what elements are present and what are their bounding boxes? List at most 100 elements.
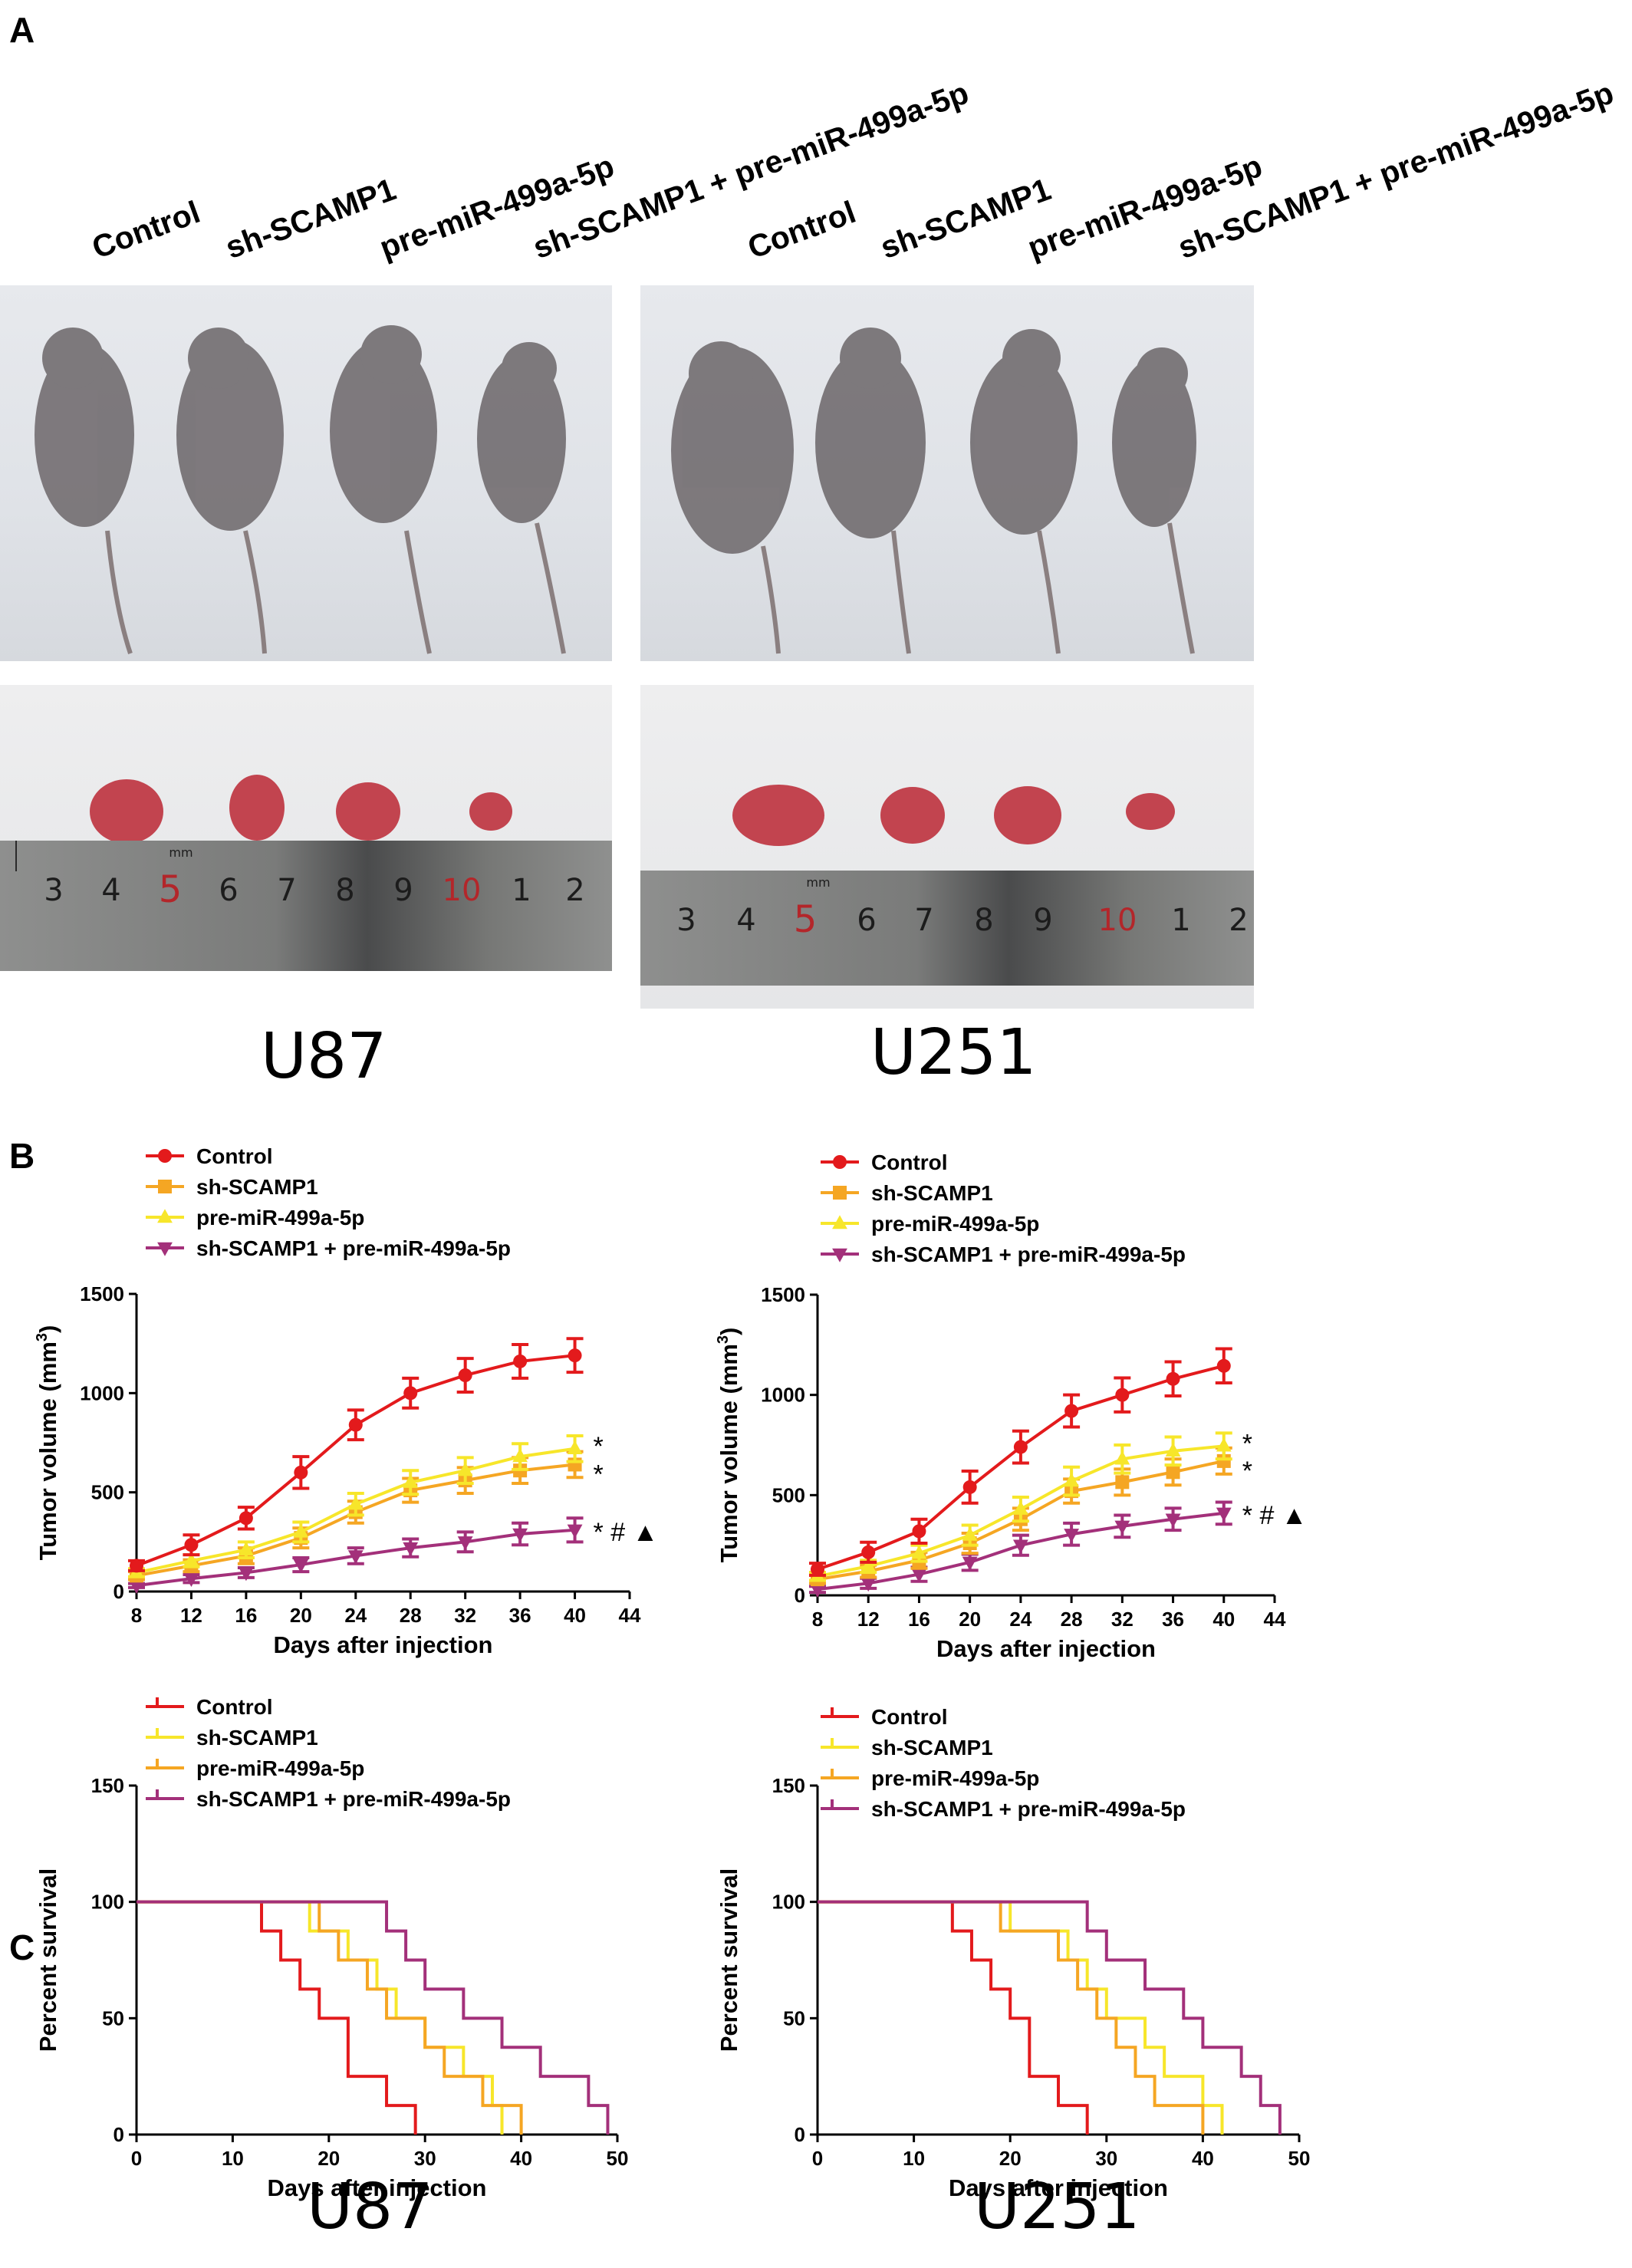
column-label-control-u251: Control xyxy=(742,193,860,266)
x-axis-title: Days after injection xyxy=(936,1635,1156,1662)
x-tick-label: 32 xyxy=(1111,1608,1134,1631)
ruler-number: 6 xyxy=(857,903,877,938)
cell-line-label-u87-a: U87 xyxy=(261,1020,387,1093)
data-point xyxy=(129,1580,144,1595)
data-point xyxy=(403,1473,419,1488)
x-tick-label: 12 xyxy=(180,1604,202,1627)
data-point xyxy=(1216,1437,1232,1452)
ruler-u87: 3 4 5 6 7 8 9 10 1 2 mm xyxy=(0,841,612,971)
data-point xyxy=(347,1496,364,1510)
ruler-number: 5 xyxy=(158,868,183,911)
legend-label: Control xyxy=(196,1695,273,1719)
column-label-sh-scamp1-u87: sh-SCAMP1 xyxy=(220,171,401,266)
y-tick-label: 1500 xyxy=(761,1283,805,1306)
tumor-specimens-u251 xyxy=(732,785,1175,846)
data-point xyxy=(1012,1539,1028,1554)
data-point xyxy=(1216,1358,1231,1373)
legend-label: Control xyxy=(196,1144,273,1168)
ruler-number: 10 xyxy=(442,873,482,908)
data-point xyxy=(1114,1520,1130,1535)
data-point xyxy=(1166,1465,1180,1480)
data-point xyxy=(157,1209,173,1223)
mice-silhouettes-u251 xyxy=(671,328,1196,654)
data-point xyxy=(860,1578,877,1592)
legend-item: sh-SCAMP1 xyxy=(146,1726,318,1750)
data-point xyxy=(911,1569,927,1583)
x-tick-label: 28 xyxy=(1061,1608,1083,1631)
legend-label: Control xyxy=(871,1705,948,1729)
x-tick-label: 12 xyxy=(857,1608,880,1631)
y-tick-label: 100 xyxy=(772,1891,805,1914)
survival-curve xyxy=(818,1900,1089,2135)
legend-item: pre-miR-499a-5p xyxy=(146,1756,364,1780)
data-point xyxy=(158,1180,172,1193)
y-axis-title: Tumor volume (mm3) xyxy=(34,1325,61,1561)
x-tick-label: 32 xyxy=(454,1604,476,1627)
y-tick-label: 0 xyxy=(114,2123,124,2146)
ruler-number: 4 xyxy=(736,903,756,938)
legend-label: pre-miR-499a-5p xyxy=(871,1766,1039,1790)
tumors-photo-u251: 3 4 5 6 7 8 9 10 1 2 mm xyxy=(640,685,1254,1009)
y-tick-label: 500 xyxy=(772,1483,805,1506)
tumor-volume-chart-u87: 0 500 1000 1500 8 12 16 20 24 28 32 36 40 44 Days afte… xyxy=(34,1144,658,1658)
y-axis-title: Percent survival xyxy=(716,1868,742,2052)
series-Control xyxy=(818,1900,1089,2135)
x-tick-label: 16 xyxy=(908,1608,930,1631)
data-point xyxy=(293,1559,309,1573)
ruler-number: 5 xyxy=(793,898,818,941)
data-point xyxy=(911,1545,927,1559)
survival-curve xyxy=(137,1900,417,2135)
legend-item: pre-miR-499a-5p xyxy=(821,1212,1039,1236)
data-point xyxy=(1064,1404,1079,1418)
legend-item: sh-SCAMP1 + pre-miR-499a-5p xyxy=(821,1243,1186,1266)
data-point xyxy=(347,1550,364,1565)
data-point xyxy=(238,1567,254,1582)
legend-item: Control xyxy=(821,1705,948,1729)
data-point xyxy=(130,1559,143,1573)
tumor-specimens-u87 xyxy=(90,775,512,844)
y-tick-label: 0 xyxy=(114,1580,124,1603)
legend-label: pre-miR-499a-5p xyxy=(871,1212,1039,1236)
significance-marker: * # ▲ xyxy=(1242,1501,1308,1530)
survival-curve xyxy=(137,1900,523,2135)
data-point xyxy=(239,1511,253,1526)
cell-line-label-u251-a: U251 xyxy=(870,1016,1037,1089)
data-point xyxy=(513,1354,528,1368)
panel-label-c: C xyxy=(9,1927,35,1967)
cell-line-label-u251-c: U251 xyxy=(974,2171,1140,2243)
ruler-number: 8 xyxy=(335,873,355,908)
y-tick-label: 150 xyxy=(91,1774,124,1797)
ruler-number: 2 xyxy=(565,873,585,908)
data-point xyxy=(157,1242,173,1256)
series-Control xyxy=(128,1337,584,1573)
survival-curve xyxy=(818,1900,1205,2135)
legend-item: sh-SCAMP1 + pre-miR-499a-5p xyxy=(146,1236,511,1260)
data-point xyxy=(1013,1440,1028,1454)
ruler-number: 3 xyxy=(44,873,64,908)
y-tick-label: 1000 xyxy=(761,1384,805,1407)
data-point xyxy=(238,1541,254,1555)
data-point xyxy=(962,1526,978,1541)
ruler-number: 8 xyxy=(974,903,994,938)
series-sh-SCAMP1 + pre-miR-499a-5p xyxy=(137,1900,610,2135)
data-point xyxy=(833,1155,847,1169)
x-tick-label: 40 xyxy=(1192,2147,1214,2170)
tumors-photo-u87: 3 4 5 6 7 8 9 10 1 2 mm xyxy=(0,685,612,971)
x-tick-label: 28 xyxy=(400,1604,422,1627)
legend-label: sh-SCAMP1 + pre-miR-499a-5p xyxy=(196,1787,511,1811)
data-point xyxy=(512,1528,528,1542)
legend-label: sh-SCAMP1 xyxy=(871,1736,993,1759)
legend-item: sh-SCAMP1 + pre-miR-499a-5p xyxy=(146,1787,511,1811)
data-point xyxy=(1012,1500,1028,1515)
legend-item: sh-SCAMP1 + pre-miR-499a-5p xyxy=(821,1797,1186,1821)
x-tick-label: 10 xyxy=(903,2147,925,2170)
y-tick-label: 50 xyxy=(102,2006,124,2029)
data-point xyxy=(294,1465,308,1480)
legend-label: sh-SCAMP1 + pre-miR-499a-5p xyxy=(871,1797,1186,1821)
series-pre-miR-499a-5p xyxy=(137,1900,523,2135)
y-tick-label: 1500 xyxy=(80,1282,124,1305)
x-tick-label: 20 xyxy=(290,1604,312,1627)
legend-item: Control xyxy=(821,1150,948,1174)
data-point xyxy=(962,1480,977,1494)
ruler-u251: 3 4 5 6 7 8 9 10 1 2 mm xyxy=(640,871,1254,986)
